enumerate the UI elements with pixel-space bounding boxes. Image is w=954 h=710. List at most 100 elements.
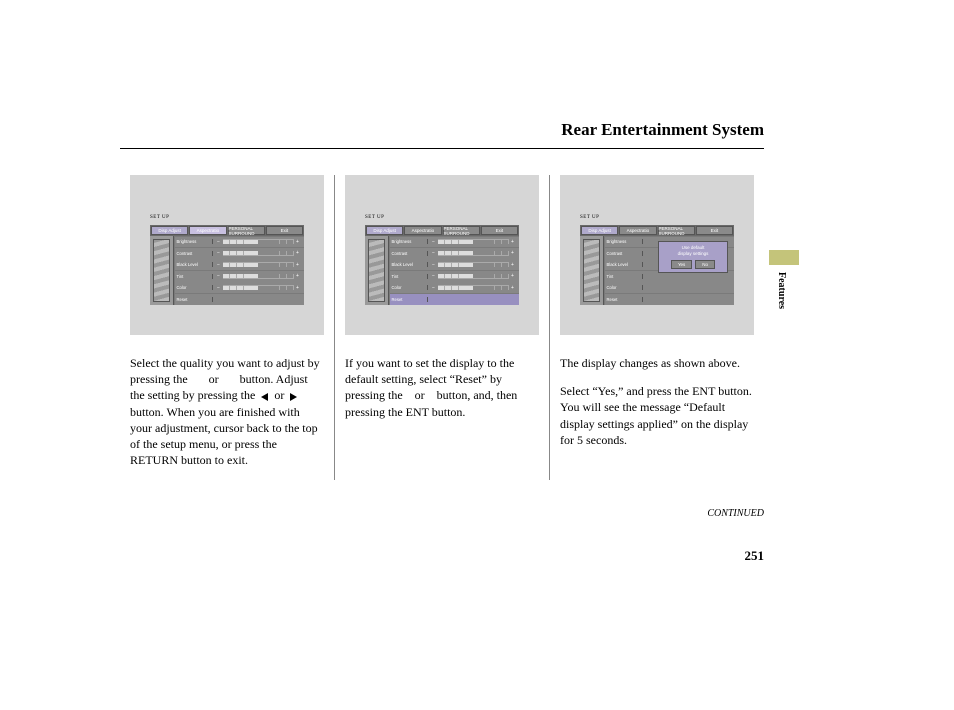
settings-body-1: Brightness−+Contrast−+Black Level−+Tint−… — [150, 236, 304, 305]
tab-surround-2: PERSONAL SURROUND — [443, 226, 480, 235]
side-tab-label: Features — [776, 272, 787, 309]
settings-body-2: Brightness−+Contrast−+Black Level−+Tint−… — [365, 236, 519, 305]
dialog-buttons: Yes No — [662, 260, 724, 269]
setting-rows-2: Brightness−+Contrast−+Black Level−+Tint−… — [389, 236, 519, 305]
slider-track — [438, 239, 509, 244]
tab-surround: PERSONAL SURROUND — [228, 226, 265, 235]
setting-row: Color — [605, 282, 734, 293]
triangle-right-icon — [290, 393, 297, 401]
content-columns: SET UP Disp Adjust Aspectratio PERSONAL … — [120, 175, 764, 480]
minus-icon: − — [431, 239, 437, 245]
tab-aspectratio: Aspectratio — [189, 226, 226, 235]
figure-1: SET UP Disp Adjust Aspectratio PERSONAL … — [130, 175, 324, 335]
setting-rows-1: Brightness−+Contrast−+Black Level−+Tint−… — [174, 236, 304, 305]
setting-row-label: Black Level — [390, 262, 428, 267]
minus-icon: − — [431, 273, 437, 279]
slider: −+ — [431, 262, 516, 268]
setting-row-label: Brightness — [175, 239, 213, 244]
setting-row: Reset — [175, 294, 304, 305]
plus-icon: + — [295, 262, 301, 268]
plus-icon: + — [510, 285, 516, 291]
minus-icon: − — [216, 285, 222, 291]
setting-row: Color−+ — [175, 282, 304, 293]
tab-exit-3: Exit — [696, 226, 733, 235]
slider: −+ — [216, 273, 301, 279]
setting-row-label: Tint — [175, 274, 213, 279]
slider: −+ — [431, 273, 516, 279]
tab-row-3: Disp Adjust Aspectratio PERSONAL SURROUN… — [580, 225, 734, 236]
column-3: SET UP Disp Adjust Aspectratio PERSONAL … — [549, 175, 764, 480]
tab-disp-adjust: Disp Adjust — [151, 226, 188, 235]
setting-row: Contrast−+ — [175, 248, 304, 259]
setting-row-label: Reset — [175, 297, 213, 302]
slider-track — [438, 251, 509, 256]
setup-label-2: SET UP — [365, 215, 384, 220]
tab-row-2: Disp Adjust Aspectratio PERSONAL SURROUN… — [365, 225, 519, 236]
slider-track — [223, 239, 294, 244]
dialog-no-button: No — [695, 260, 715, 269]
triangle-left-icon — [261, 393, 268, 401]
figure-2: SET UP Disp Adjust Aspectratio PERSONAL … — [345, 175, 539, 335]
setup-label-3: SET UP — [580, 215, 599, 220]
setting-row: Contrast−+ — [390, 248, 519, 259]
setting-row: Brightness−+ — [175, 237, 304, 248]
setting-row-label: Color — [605, 285, 643, 290]
setting-row: Tint−+ — [390, 271, 519, 282]
setting-row-label: Reset — [390, 297, 428, 302]
minus-icon: − — [216, 239, 222, 245]
slider: −+ — [431, 285, 516, 291]
setting-row-label: Brightness — [390, 239, 428, 244]
setting-row: Black Level−+ — [175, 259, 304, 270]
minus-icon: − — [216, 273, 222, 279]
col3-text: The display changes as shown above. Sele… — [560, 355, 754, 448]
setting-row: Tint−+ — [175, 271, 304, 282]
setting-row: Reset — [390, 294, 519, 305]
setup-label-1: SET UP — [150, 215, 169, 220]
page-title: Rear Entertainment System — [561, 120, 764, 140]
slider: −+ — [216, 285, 301, 291]
slider-track — [438, 274, 509, 279]
tab-surround-3: PERSONAL SURROUND — [658, 226, 695, 235]
setting-row-label: Brightness — [605, 239, 643, 244]
minus-icon: − — [431, 250, 437, 256]
col1-text: Select the quality you want to adjust by… — [130, 355, 324, 468]
preview-thumb-1 — [150, 236, 174, 305]
plus-icon: + — [295, 239, 301, 245]
plus-icon: + — [510, 262, 516, 268]
setting-row-label: Reset — [605, 297, 643, 302]
setting-row-label: Black Level — [175, 262, 213, 267]
column-1: SET UP Disp Adjust Aspectratio PERSONAL … — [120, 175, 334, 480]
slider-track — [223, 262, 294, 267]
tab-exit: Exit — [266, 226, 303, 235]
tab-disp-adjust-2: Disp Adjust — [366, 226, 403, 235]
setting-row-label: Contrast — [605, 251, 643, 256]
slider: −+ — [216, 239, 301, 245]
preview-thumb-3 — [580, 236, 604, 305]
slider-track — [438, 285, 509, 290]
tab-disp-adjust-3: Disp Adjust — [581, 226, 618, 235]
minus-icon: − — [216, 262, 222, 268]
page-number: 251 — [745, 548, 765, 564]
plus-icon: + — [510, 239, 516, 245]
tab-aspectratio-3: Aspectratio — [619, 226, 656, 235]
preview-thumb-2 — [365, 236, 389, 305]
continued-label: CONTINUED — [707, 508, 764, 519]
figure-3: SET UP Disp Adjust Aspectratio PERSONAL … — [560, 175, 754, 335]
setting-row: Reset — [605, 294, 734, 305]
setting-row: Brightness− + — [390, 237, 519, 248]
tab-aspectratio-2: Aspectratio — [404, 226, 441, 235]
setting-row-label: Contrast — [175, 251, 213, 256]
side-tab-marker — [769, 250, 799, 265]
slider: −+ — [431, 250, 516, 256]
reset-dialog: Use defaultdisplay settings Yes No — [658, 241, 728, 273]
screen-3: Disp Adjust Aspectratio PERSONAL SURROUN… — [580, 225, 734, 305]
slider: −+ — [216, 262, 301, 268]
slider-track — [438, 262, 509, 267]
setting-row-label: Color — [175, 285, 213, 290]
setting-row: Color−+ — [390, 282, 519, 293]
slider-track — [223, 274, 294, 279]
dialog-yes-button: Yes — [671, 260, 692, 269]
setting-row: Black Level−+ — [390, 259, 519, 270]
screen-2: Disp Adjust Aspectratio PERSONAL SURROUN… — [365, 225, 519, 305]
setting-row-label: Color — [390, 285, 428, 290]
